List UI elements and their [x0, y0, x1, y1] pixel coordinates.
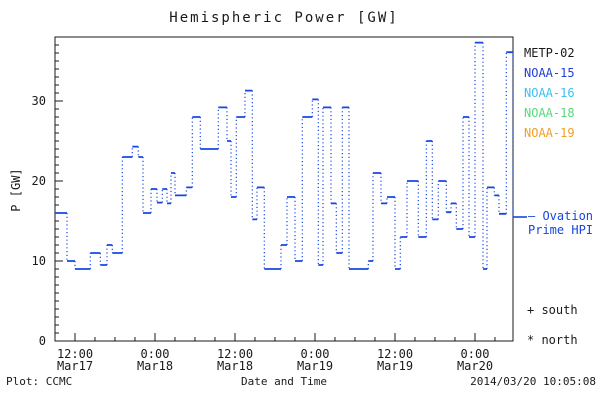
legend-item-noaa-19: NOAA-19 — [524, 126, 575, 140]
legend-item-noaa-18: NOAA-18 — [524, 106, 575, 120]
footer-timestamp: 2014/03/20 10:05:08 — [470, 375, 596, 388]
footer-plot-credit: Plot: CCMC — [6, 375, 73, 388]
ovation-legend: — Ovation Prime HPI — [528, 209, 593, 237]
chart-title: Hemispheric Power [GW] — [169, 10, 399, 26]
data-series-connectors — [66, 42, 514, 269]
data-series-line — [55, 41, 513, 270]
ovation-legend-line2: Prime HPI — [528, 223, 594, 237]
y-tick-label: 30 — [31, 94, 46, 108]
legend-item-noaa-16: NOAA-16 — [524, 86, 575, 100]
x-tick-label: 12:00 Mar18 — [216, 347, 254, 373]
south-marker-legend: + south — [527, 303, 578, 317]
x-tick-label: 12:00 Mar17 — [56, 347, 94, 373]
legend-item-metp-02: METP-02 — [524, 46, 575, 60]
north-marker-legend: * north — [527, 333, 578, 347]
axis-ticks — [55, 44, 496, 342]
plot-frame — [54, 36, 514, 342]
x-tick-label: 0:00 Mar18 — [136, 347, 174, 373]
x-tick-label: 0:00 Mar20 — [456, 347, 494, 373]
x-tick-label: 0:00 Mar19 — [296, 347, 334, 373]
y-tick-label: 10 — [31, 254, 46, 268]
x-tick-label: 12:00 Mar19 — [376, 347, 414, 373]
y-tick-label: 0 — [38, 334, 46, 348]
legend-item-noaa-15: NOAA-15 — [524, 66, 575, 80]
x-axis-title: Date and Time — [240, 375, 328, 388]
ovation-legend-line1: — Ovation — [528, 209, 594, 223]
y-tick-label: 20 — [31, 174, 46, 188]
